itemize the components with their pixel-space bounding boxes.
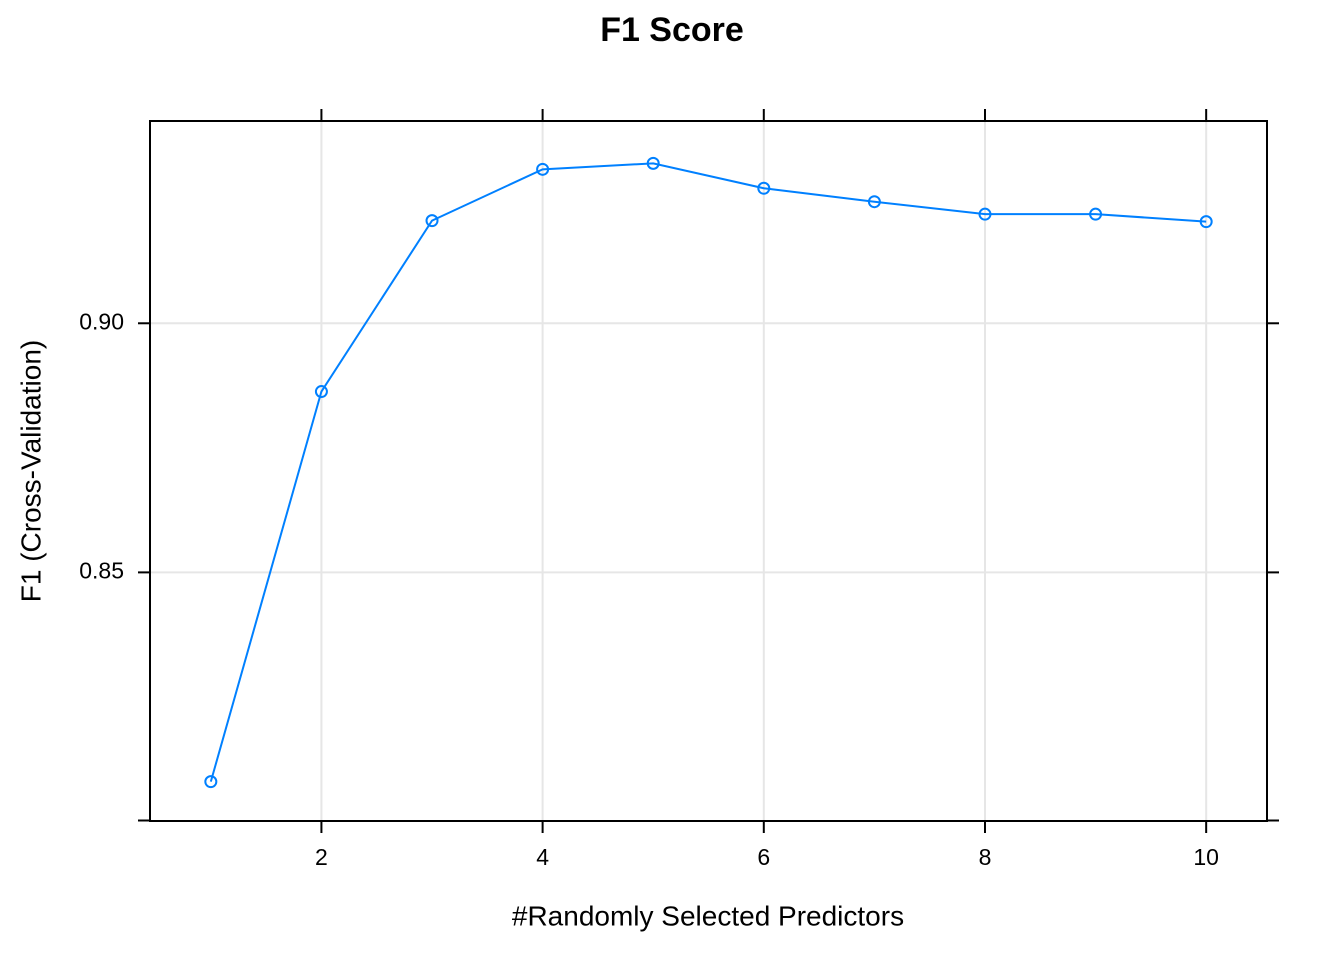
- x-tick-label: 10: [1193, 844, 1219, 870]
- data-point: [536, 162, 550, 176]
- grid-layer: [150, 121, 1267, 821]
- x-tick-label: 6: [757, 844, 770, 870]
- data-point: [1089, 207, 1103, 221]
- chart-title: F1 Score: [600, 11, 744, 49]
- series-line: [209, 162, 1207, 782]
- x-tick-label: 8: [979, 844, 992, 870]
- data-point: [1199, 215, 1213, 229]
- data-point: [425, 214, 439, 228]
- data-point: [757, 181, 771, 195]
- data-point: [867, 195, 881, 209]
- y-axis-label: F1 (Cross-Validation): [15, 340, 46, 602]
- y-tick-label: 0.85: [79, 557, 124, 583]
- data-point: [978, 207, 992, 221]
- x-tick-label: 4: [536, 844, 549, 870]
- data-point: [204, 775, 218, 789]
- x-axis-label: #Randomly Selected Predictors: [512, 900, 904, 931]
- series-layer: [204, 156, 1213, 789]
- tick-labels-layer: 2 4 6 8 10 0.85 0.90: [79, 308, 1219, 870]
- plot-frame: [149, 120, 1268, 822]
- data-point: [314, 385, 328, 399]
- y-tick-label: 0.90: [79, 308, 124, 334]
- data-point: [646, 156, 660, 170]
- ticks-layer: [138, 109, 1279, 833]
- x-tick-label: 2: [315, 844, 328, 870]
